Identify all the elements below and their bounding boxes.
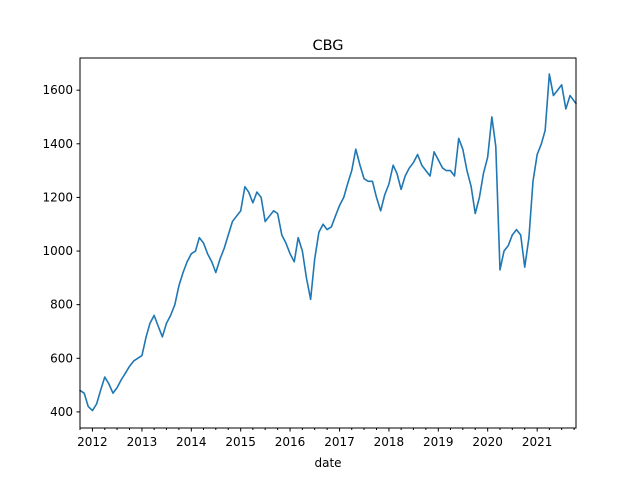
y-tick-label-1400: 1400 (42, 137, 73, 151)
x-tick-label-2012: 2012 (77, 435, 108, 449)
x-tick-label-2016: 2016 (275, 435, 306, 449)
series-line-0 (79, 73, 577, 412)
chart-title: CBG (312, 38, 343, 54)
series-layer (79, 73, 577, 412)
x-tick-label-2020: 2020 (472, 435, 503, 449)
x-tick-label-2019: 2019 (423, 435, 454, 449)
x-axis: 2012 2013 2014 2015 2016 2017 2018 2019 2020 2021 (77, 428, 575, 449)
y-tick-label-800: 800 (50, 298, 73, 312)
x-tick-label-2013: 2013 (127, 435, 158, 449)
y-tick-label-400: 400 (50, 405, 73, 419)
y-tick-label-1600: 1600 (42, 83, 73, 97)
x-tick-label-2017: 2017 (324, 435, 355, 449)
x-axis-label: date (314, 456, 341, 470)
x-tick-label-2021: 2021 (522, 435, 553, 449)
y-axis: 400 600 800 1000 1200 1400 1600 (42, 83, 80, 419)
y-tick-label-1000: 1000 (42, 244, 73, 258)
plot-frame (79, 57, 577, 429)
y-tick-label-600: 600 (50, 351, 73, 365)
x-tick-label-2015: 2015 (225, 435, 256, 449)
y-tick-label-1200: 1200 (42, 190, 73, 204)
x-tick-label-2018: 2018 (374, 435, 405, 449)
x-tick-label-2014: 2014 (176, 435, 207, 449)
